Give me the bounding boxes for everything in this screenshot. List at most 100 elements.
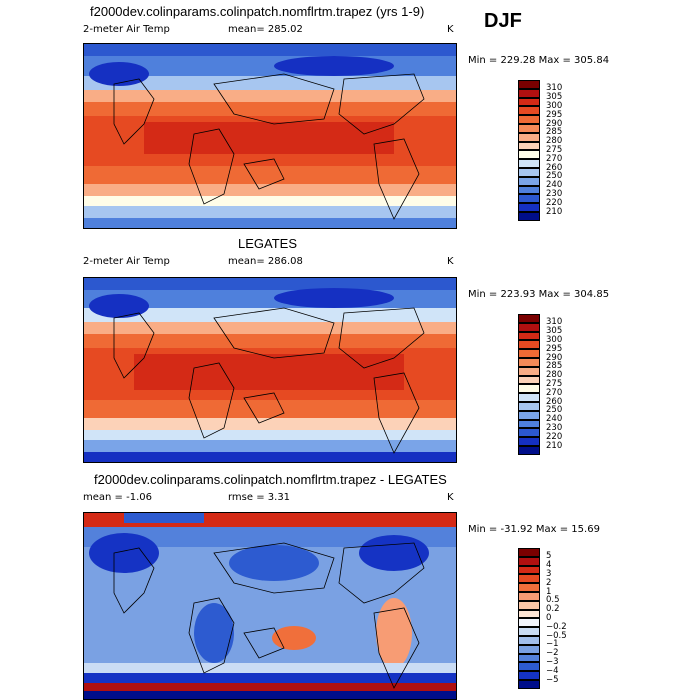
colorbar-swatch (518, 556, 540, 566)
colorbar-tick-label: 240 (546, 414, 563, 425)
colorbar-tick-label: −3 (546, 656, 559, 667)
colorbar-tick-label: −2 (546, 648, 559, 659)
panel3-mean-label: mean = -1.06 (83, 492, 152, 503)
colorbar-swatch (518, 159, 540, 168)
panel2-title: LEGATES (238, 236, 298, 251)
colorbar-swatch (518, 322, 540, 332)
panel1-minmax: Min = 229.28 Max = 305.84 (468, 55, 610, 66)
colorbar-swatch (518, 592, 540, 601)
colorbar-swatch (518, 419, 540, 429)
colorbar-tick-label: 290 (546, 352, 563, 363)
colorbar-swatch (518, 428, 540, 438)
colorbar-tick-label: 230 (546, 188, 563, 199)
colorbar-tick-label: 0 (546, 612, 552, 623)
colorbar-tick-label: −1 (546, 639, 559, 650)
colorbar-swatch (518, 106, 540, 116)
colorbar-swatch (518, 340, 540, 350)
colorbar-swatch (518, 565, 540, 575)
colorbar-tick-label: 1 (546, 586, 552, 597)
colorbar-tick-label: 275 (546, 144, 563, 155)
panel2-colorbar: 310 305 300 295 290 285 280 275 270 260 250 240 230 2… (518, 314, 562, 456)
colorbar-swatch (518, 132, 540, 142)
colorbar-swatch (518, 80, 540, 89)
colorbar-tick-label: 310 (546, 83, 563, 94)
colorbar-swatch (518, 176, 540, 186)
panel2-mean-label: mean= 286.08 (228, 256, 303, 267)
colorbar-tick-label: 3 (546, 568, 552, 579)
colorbar-swatch (518, 653, 540, 663)
colorbar-tick-label: 285 (546, 361, 563, 372)
colorbar-tick-label: 305 (546, 326, 563, 337)
colorbar-tick-label: 250 (546, 171, 563, 182)
colorbar-tick-label: 290 (546, 118, 563, 129)
colorbar-swatch (518, 88, 540, 98)
colorbar-tick-label: 0.2 (546, 604, 560, 615)
colorbar-tick-label: 305 (546, 92, 563, 103)
panel1-mean-label: mean= 285.02 (228, 24, 303, 35)
colorbar-tick-label: 220 (546, 431, 563, 442)
colorbar-tick-label: 295 (546, 343, 563, 354)
colorbar-tick-label: 210 (546, 440, 563, 451)
colorbar-tick-label: 295 (546, 109, 563, 120)
colorbar-tick-label: 275 (546, 378, 563, 389)
colorbar-swatch (518, 437, 540, 446)
colorbar-tick-label: 270 (546, 387, 563, 398)
colorbar-swatch (518, 618, 540, 628)
colorbar-swatch (518, 627, 540, 636)
panel1-colorbar: 310 305 300 295 290 285 280 275 270 260 250 240 230 2… (518, 80, 562, 222)
colorbar-tick-label: 260 (546, 396, 563, 407)
panel1-unit-label: K (447, 24, 454, 35)
colorbar-swatch (518, 609, 540, 619)
panel1-variable-label: 2-meter Air Temp (83, 24, 170, 35)
colorbar-swatch (518, 168, 540, 177)
colorbar-tick-label: −0.5 (546, 630, 567, 641)
colorbar-tick-label: 280 (546, 370, 563, 381)
colorbar-swatch (518, 141, 540, 151)
colorbar-swatch (518, 212, 540, 221)
colorbar-swatch (518, 384, 540, 394)
colorbar-swatch (518, 194, 540, 204)
colorbar-tick-label: 230 (546, 422, 563, 433)
panel3-title: f2000dev.colinparams.colinpatch.nomflrtm… (94, 472, 447, 487)
colorbar-swatch (518, 662, 540, 672)
colorbar-swatch (518, 548, 540, 557)
panel3-rmse-label: rmse = 3.31 (228, 492, 291, 503)
colorbar-swatch (518, 680, 540, 689)
colorbar-tick-label: −4 (546, 665, 559, 676)
season-label: DJF (484, 10, 522, 32)
panel2-variable-label: 2-meter Air Temp (83, 256, 170, 267)
colorbar-tick-label: 0.5 (546, 595, 560, 606)
colorbar-swatch (518, 600, 540, 610)
colorbar-tick-label: 300 (546, 334, 563, 345)
colorbar-swatch (518, 574, 540, 584)
colorbar-swatch (518, 331, 540, 341)
colorbar-swatch (518, 349, 540, 358)
colorbar-tick-label: 210 (546, 206, 563, 217)
colorbar-swatch (518, 671, 540, 680)
panel3-unit-label: K (447, 492, 454, 503)
colorbar-swatch (518, 358, 540, 367)
colorbar-swatch (518, 314, 540, 323)
colorbar-swatch (518, 366, 540, 376)
panel1-title: f2000dev.colinparams.colinpatch.nomflrtm… (90, 4, 425, 19)
colorbar-swatch (518, 583, 540, 592)
colorbar-tick-label: 250 (546, 405, 563, 416)
colorbar-swatch (518, 115, 540, 124)
colorbar-swatch (518, 644, 540, 654)
colorbar-tick-label: 4 (546, 560, 552, 571)
colorbar-tick-label: 260 (546, 162, 563, 173)
panel2-unit-label: K (447, 256, 454, 267)
colorbar-tick-label: 240 (546, 180, 563, 191)
colorbar-swatch (518, 97, 540, 107)
colorbar-tick-label: −5 (546, 674, 559, 685)
colorbar-swatch (518, 150, 540, 160)
panel3-map (83, 512, 457, 700)
colorbar-swatch (518, 124, 540, 133)
panel1-map (83, 43, 457, 229)
colorbar-swatch (518, 410, 540, 420)
colorbar-tick-label: 285 (546, 127, 563, 138)
panel2-map (83, 277, 457, 463)
colorbar-tick-label: 220 (546, 197, 563, 208)
colorbar-tick-label: 310 (546, 317, 563, 328)
colorbar-tick-label: −0.2 (546, 621, 567, 632)
